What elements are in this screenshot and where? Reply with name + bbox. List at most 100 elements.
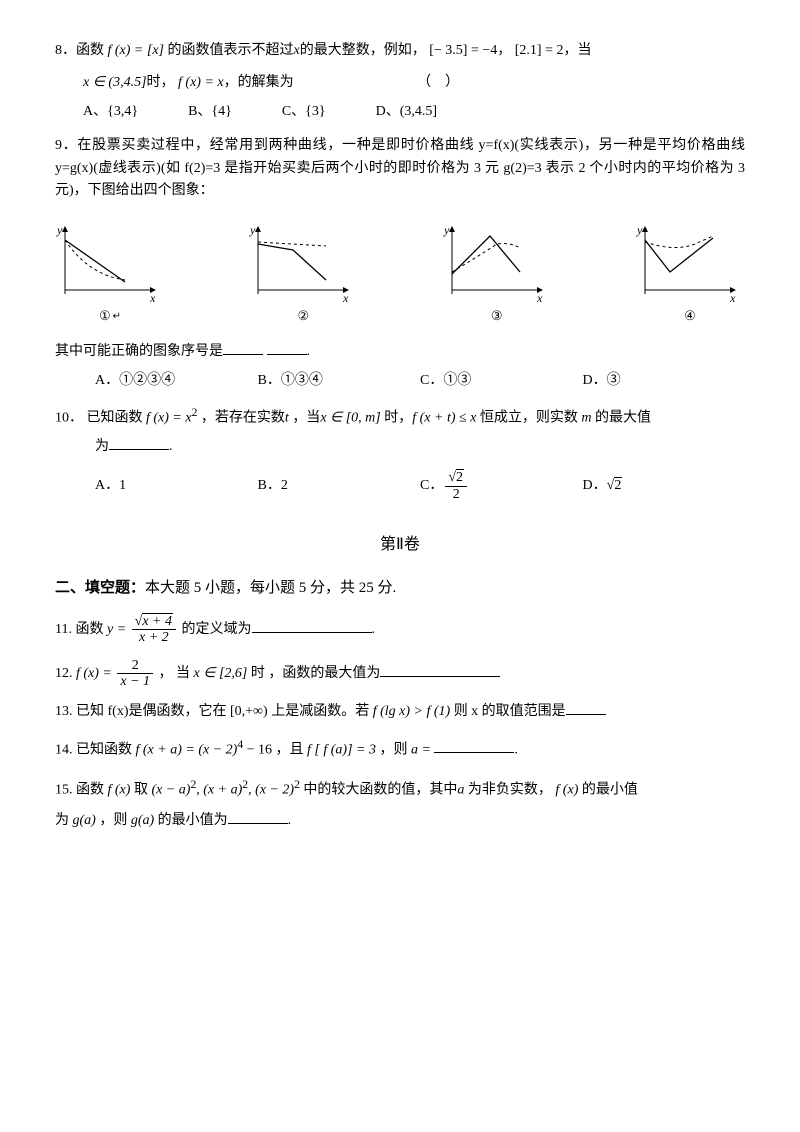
- q8-fx2: f (x) = x: [178, 75, 224, 90]
- q10-xin: x ∈ [0, m]: [320, 411, 380, 426]
- q11-y: y =: [107, 622, 130, 637]
- q10-m5: 的最大值: [592, 411, 652, 426]
- q8-optB: B、{4}: [188, 101, 232, 123]
- q12-xin: x ∈ [2,6]: [194, 666, 248, 681]
- q15-l2c: 的最小值为: [158, 813, 228, 828]
- q8-l2b: 时，: [147, 75, 175, 90]
- q10-sup: 2: [192, 406, 198, 419]
- q12-pre: 12.: [55, 666, 76, 681]
- q13-pre: 13. 已知 f(x)是偶函数，它在: [55, 704, 227, 719]
- q10-m2: ，当: [292, 411, 320, 426]
- q14-a: a =: [411, 742, 434, 757]
- question-10: 10． 已知函数 f (x) = x2 ，若存在实数t ，当x ∈ [0, m]…: [55, 404, 745, 502]
- blank: [566, 701, 606, 715]
- svg-text:y: y: [56, 223, 63, 237]
- q8-optD: D、(3,4.5]: [376, 101, 437, 123]
- q9-optD: D．③: [583, 370, 746, 392]
- q8-optC: C、{3}: [282, 101, 326, 123]
- q15-ga: g(a): [73, 813, 96, 828]
- q15-e3: , (x − 2): [248, 782, 294, 797]
- q13-post: 则 x 的取值范围是: [454, 704, 566, 719]
- q12-frac: 2 x − 1: [117, 658, 153, 690]
- q10-f: f (x) = x: [146, 411, 192, 426]
- q8-prefix: 8．函数: [55, 43, 104, 58]
- q15-l2b: ，则: [99, 813, 127, 828]
- q10-m4: 恒成立，则实数: [480, 411, 582, 426]
- q15-fx2: f (x): [555, 782, 578, 797]
- blank: [228, 810, 288, 824]
- q9-optA: A．①②③④: [95, 370, 258, 392]
- svg-text:x: x: [342, 291, 349, 302]
- q14-ff: f [ f (a)] = 3: [307, 742, 376, 757]
- svg-text:y: y: [636, 223, 643, 237]
- q8-tail: ，当: [563, 43, 591, 58]
- graph-1-label: ①↵: [55, 306, 165, 327]
- svg-text:x: x: [149, 291, 156, 302]
- q12-f: f (x) =: [76, 666, 115, 681]
- q8-l2d: ，的解集为: [224, 75, 294, 90]
- question-8: 8．函数 f (x) = [x] 的函数值表示不超过x的最大整数，例如， [− …: [55, 40, 745, 123]
- q13-ineq: f (lg x) > f (1): [373, 704, 450, 719]
- svg-text:x: x: [729, 291, 736, 302]
- q10-t: t: [285, 411, 289, 426]
- q8-ex2: [2.1] = 2: [515, 43, 564, 58]
- section-2-title: 第Ⅱ卷: [55, 532, 745, 558]
- q10-optC: C．22: [420, 470, 583, 502]
- graph-2-label: ②: [248, 306, 358, 327]
- q8-line1: 8．函数 f (x) = [x] 的函数值表示不超过x的最大整数，例如， [− …: [55, 40, 745, 62]
- q10-period: .: [169, 439, 173, 454]
- fill-heading: 二、填空题：本大题 5 小题，每小题 5 分，共 25 分.: [55, 576, 745, 600]
- question-13: 13. 已知 f(x)是偶函数，它在 [0,+∞) 上是减函数。若 f (lg …: [55, 701, 745, 723]
- q10-l2: 为: [95, 439, 109, 454]
- q9-period: .: [307, 344, 311, 359]
- question-14: 14. 已知函数 f (x + a) = (x − 2)4 − 16 ，且 f …: [55, 736, 745, 762]
- fill-heading-b: 本大题 5 小题，每小题 5 分，共 25 分.: [145, 580, 396, 596]
- blank: [252, 619, 372, 633]
- q10-line1: 10． 已知函数 f (x) = x2 ，若存在实数t ，当x ∈ [0, m]…: [55, 404, 745, 430]
- q15-m4: 的最小值: [578, 782, 638, 797]
- q8-fx: f (x) = [x]: [108, 43, 165, 58]
- graph-3-svg: yx: [442, 222, 552, 302]
- blank: [109, 436, 169, 450]
- q10-line2: 为.: [55, 436, 745, 458]
- q15-ga2: g(a): [131, 813, 154, 828]
- q10-ineq: f (x + t) ≤ x: [412, 411, 476, 426]
- q11-pre: 11. 函数: [55, 622, 103, 637]
- q9-optC: C．①③: [420, 370, 583, 392]
- q14-f1: f (x + a) = (x − 2): [136, 742, 238, 757]
- q8-m2: 的最大整数，例如，: [300, 43, 426, 58]
- svg-text:x: x: [536, 291, 543, 302]
- q9-after: 其中可能正确的图象序号是 .: [55, 341, 745, 363]
- question-15: 15. 函数 f (x) 取 (x − a)2, (x + a)2, (x − …: [55, 776, 745, 832]
- q12-mid: ， 当: [159, 666, 191, 681]
- graph-2-svg: yx: [248, 222, 358, 302]
- q15-line1: 15. 函数 f (x) 取 (x − a)2, (x + a)2, (x − …: [55, 776, 745, 802]
- q15-fx: f (x): [108, 782, 131, 797]
- q8-m1: 的函数值表示不超过: [168, 43, 294, 58]
- q15-m1: 取: [134, 782, 148, 797]
- q15-pre: 15. 函数: [55, 782, 104, 797]
- q10-m3: 时，: [384, 411, 412, 426]
- q15-l2a: 为: [55, 813, 69, 828]
- q14-pre: 14. 已知函数: [55, 742, 132, 757]
- blank: [380, 663, 500, 677]
- graph-4: yx ④: [635, 222, 745, 327]
- q8-options: A、{3,4} B、{4} C、{3} D、(3,4.5]: [55, 101, 745, 123]
- q15-line2: 为 g(a) ，则 g(a) 的最小值为.: [55, 810, 745, 832]
- q11-post: 的定义域为: [182, 622, 252, 637]
- graph-1-svg: yx: [55, 222, 165, 302]
- question-11: 11. 函数 y = x + 4 x + 2 的定义域为.: [55, 614, 745, 646]
- svg-text:y: y: [249, 223, 256, 237]
- q15-m3: 为非负实数，: [464, 782, 552, 797]
- q8-ex1: [− 3.5] = −4: [429, 43, 497, 58]
- question-12: 12. f (x) = 2 x − 1 ， 当 x ∈ [2,6] 时 ，函数的…: [55, 658, 745, 690]
- q14-mid: ，且: [276, 742, 304, 757]
- q13-int: [0,+∞): [230, 704, 268, 719]
- q10-optA: A．1: [95, 475, 258, 497]
- q8-optA: A、{3,4}: [83, 101, 138, 123]
- q11-frac: x + 4 x + 2: [132, 614, 176, 646]
- q15-m2: 中的较大函数的值，其中: [303, 782, 457, 797]
- q10-m1: ，若存在实数: [201, 411, 285, 426]
- q11-period: .: [372, 622, 376, 637]
- q9-optB: B．①③④: [258, 370, 421, 392]
